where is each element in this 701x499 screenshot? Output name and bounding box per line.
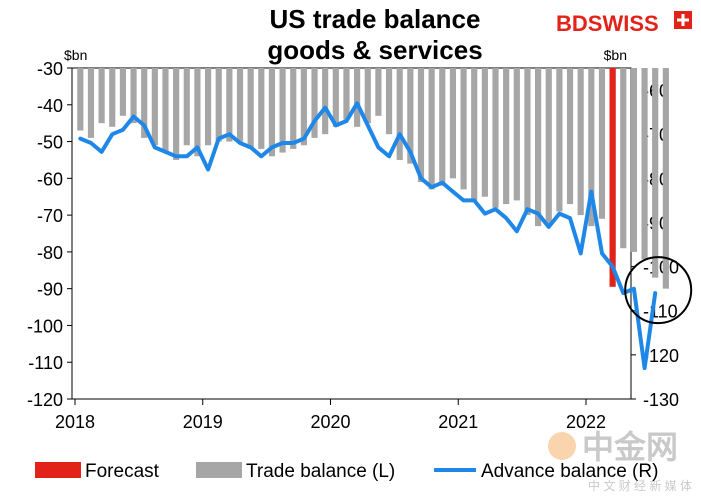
y-right-units: $bn bbox=[604, 47, 627, 63]
bar bbox=[428, 68, 435, 190]
bar bbox=[226, 68, 233, 142]
x-tick-label: 2021 bbox=[438, 412, 478, 432]
bar bbox=[535, 68, 542, 227]
chart-title-line-2: goods & services bbox=[267, 35, 483, 65]
y-left-units: $bn bbox=[64, 47, 87, 63]
legend-label: Advance balance (R) bbox=[481, 461, 658, 482]
y-left-tick-label: -60 bbox=[37, 169, 63, 189]
watermark-logo: 中金网 中 文 财 经 新 媒 体 bbox=[548, 429, 692, 493]
bar bbox=[268, 68, 276, 157]
bar bbox=[524, 68, 531, 216]
y-right-tick-label: -100 bbox=[643, 258, 679, 278]
bar bbox=[173, 68, 180, 160]
bar bbox=[385, 68, 393, 135]
bar bbox=[162, 68, 169, 153]
advance-balance-line bbox=[78, 101, 658, 371]
bar bbox=[322, 68, 329, 135]
bar bbox=[652, 68, 659, 278]
bar bbox=[98, 68, 105, 124]
bar bbox=[109, 68, 116, 127]
bar bbox=[194, 68, 201, 157]
bar bbox=[247, 68, 254, 149]
y-left-tick-label: -50 bbox=[37, 133, 63, 153]
y-left-tick-label: -70 bbox=[37, 206, 63, 226]
bar bbox=[364, 68, 371, 124]
highlight-circle bbox=[624, 256, 693, 325]
bar bbox=[556, 68, 563, 212]
bar bbox=[77, 68, 84, 131]
bdswiss-logo-text: BDSWISS bbox=[556, 11, 659, 36]
y-left-tick-label: -80 bbox=[37, 243, 63, 263]
bar bbox=[588, 68, 595, 227]
bar bbox=[290, 68, 297, 149]
bar bbox=[130, 68, 137, 124]
y-left-tick-label: -100 bbox=[27, 316, 63, 336]
chart-title-line-1: US trade balance bbox=[269, 4, 481, 34]
x-tick-label: 2019 bbox=[183, 412, 223, 432]
bar bbox=[407, 68, 414, 164]
bar bbox=[630, 68, 637, 252]
bar bbox=[417, 68, 425, 183]
y-right-tick-label: -120 bbox=[643, 346, 679, 366]
bar bbox=[460, 68, 467, 190]
bar bbox=[396, 68, 403, 160]
bar bbox=[545, 68, 552, 227]
bar bbox=[354, 68, 361, 127]
legend-label: Forecast bbox=[85, 461, 160, 482]
watermark-text: 中金网 bbox=[582, 429, 678, 465]
bar bbox=[151, 68, 158, 146]
bar bbox=[449, 68, 457, 179]
bar bbox=[141, 68, 148, 138]
y-left-tick-label: -30 bbox=[37, 59, 63, 79]
y-left-tick-label: -40 bbox=[37, 96, 63, 116]
bar bbox=[215, 68, 222, 142]
bar bbox=[471, 68, 478, 201]
bar bbox=[258, 68, 265, 149]
watermark-subtext: 中 文 财 经 新 媒 体 bbox=[588, 478, 692, 493]
legend-label: Trade balance (L) bbox=[246, 461, 395, 482]
y-left-tick-label: -90 bbox=[37, 280, 63, 300]
y-left-tick-label: -110 bbox=[28, 353, 63, 373]
bar bbox=[279, 68, 286, 153]
legend-swatch bbox=[35, 462, 81, 478]
y-right-tick-label: -130 bbox=[643, 390, 679, 410]
bar bbox=[598, 68, 606, 219]
bar bbox=[503, 68, 510, 205]
bdswiss-logo: BDSWISS bbox=[556, 11, 692, 36]
bar bbox=[577, 68, 584, 216]
bar bbox=[236, 68, 244, 142]
bar bbox=[119, 68, 126, 116]
bar bbox=[620, 68, 627, 249]
bar bbox=[566, 68, 574, 205]
bar bbox=[375, 68, 382, 116]
y-left-tick-label: -120 bbox=[27, 390, 63, 410]
bar bbox=[300, 68, 307, 146]
bar bbox=[311, 68, 318, 138]
bar bbox=[87, 68, 95, 138]
x-tick-label: 2022 bbox=[566, 412, 606, 432]
watermark-flame-icon bbox=[548, 432, 576, 460]
bar bbox=[513, 68, 520, 201]
bar bbox=[609, 68, 616, 287]
x-tick-label: 2018 bbox=[55, 412, 95, 432]
bar bbox=[481, 68, 488, 197]
bar bbox=[439, 68, 446, 186]
chart-title: US trade balance goods & services bbox=[170, 4, 580, 66]
bar bbox=[183, 68, 190, 146]
bar bbox=[662, 68, 669, 289]
bar bbox=[492, 68, 499, 208]
bar bbox=[204, 68, 212, 146]
bar bbox=[641, 68, 648, 260]
bar bbox=[332, 68, 339, 127]
legend-swatch bbox=[196, 462, 242, 478]
bar bbox=[343, 68, 350, 120]
x-tick-label: 2020 bbox=[310, 412, 350, 432]
